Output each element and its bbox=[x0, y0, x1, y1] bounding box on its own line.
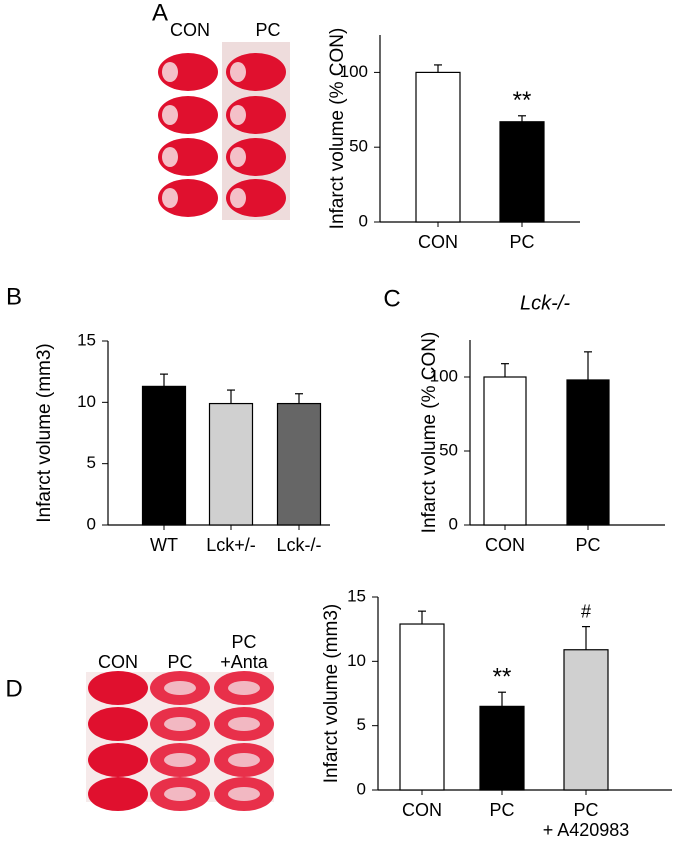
brain-slice bbox=[88, 671, 148, 705]
x-tick-label: WT bbox=[150, 535, 178, 555]
x-tick-label: PC + A420983 bbox=[542, 800, 630, 840]
brain-highlight bbox=[230, 147, 246, 167]
image-label: CON bbox=[98, 652, 138, 672]
brain-slice bbox=[226, 179, 286, 217]
image-label: PC bbox=[167, 652, 193, 672]
panel-letter: C bbox=[383, 285, 400, 312]
brain-highlight bbox=[162, 105, 178, 125]
brain-highlight bbox=[162, 188, 178, 208]
brain-slice bbox=[158, 179, 218, 217]
bar bbox=[483, 376, 527, 526]
y-tick-label: 50 bbox=[349, 137, 368, 156]
y-tick-label: 15 bbox=[347, 586, 366, 605]
brain-slice bbox=[226, 96, 286, 134]
panel-letter: B bbox=[6, 283, 22, 310]
image-label: CON bbox=[170, 20, 210, 40]
brain-highlight bbox=[230, 105, 246, 125]
brain-highlight bbox=[162, 147, 178, 167]
panel-letter: D bbox=[5, 675, 22, 702]
bar bbox=[479, 705, 525, 791]
brain-highlight bbox=[230, 62, 246, 82]
y-tick-label: 100 bbox=[340, 62, 368, 81]
y-tick-label: 0 bbox=[449, 514, 458, 533]
x-tick-label: Lck-/- bbox=[276, 535, 322, 555]
brain-highlight bbox=[228, 787, 260, 801]
brain-highlight bbox=[228, 753, 260, 767]
brain-slice bbox=[88, 777, 148, 811]
x-tick-label: CON bbox=[485, 535, 525, 555]
bar bbox=[276, 402, 322, 526]
brain-highlight bbox=[230, 188, 246, 208]
y-tick-label: 0 bbox=[87, 514, 96, 533]
y-tick-label: 15 bbox=[77, 330, 96, 349]
x-tick-label: PC bbox=[489, 800, 515, 820]
brain-highlight bbox=[164, 753, 196, 767]
brain-slice bbox=[226, 138, 286, 176]
brain-slice bbox=[226, 53, 286, 91]
x-tick-label: Lck+/- bbox=[206, 535, 256, 555]
y-tick-label: 10 bbox=[77, 392, 96, 411]
y-axis-label: Infarct volume (% CON) bbox=[419, 332, 440, 534]
y-axis-label: Infarct volume (mm3) bbox=[321, 604, 342, 783]
bar bbox=[499, 121, 545, 223]
y-tick-label: 100 bbox=[430, 366, 458, 385]
annotation: # bbox=[581, 601, 591, 621]
brain-slice bbox=[158, 138, 218, 176]
y-tick-label: 10 bbox=[347, 651, 366, 670]
bar bbox=[208, 402, 254, 526]
y-tick-label: 5 bbox=[357, 715, 366, 734]
brain-highlight bbox=[228, 717, 260, 731]
x-tick-label: PC bbox=[575, 535, 601, 555]
x-tick-label: PC bbox=[509, 232, 535, 252]
bar bbox=[399, 623, 445, 791]
brain-highlight bbox=[164, 717, 196, 731]
brain-highlight bbox=[228, 681, 260, 695]
x-tick-label: CON bbox=[402, 800, 442, 820]
y-axis-label: Infarct volume (mm3) bbox=[34, 343, 55, 522]
brain-highlight bbox=[164, 681, 196, 695]
image-label: PC bbox=[255, 20, 281, 40]
y-axis-label: Infarct volume (% CON) bbox=[327, 28, 348, 230]
brain-slice bbox=[158, 96, 218, 134]
y-tick-label: 0 bbox=[359, 211, 368, 230]
brain-highlight bbox=[164, 787, 196, 801]
bar bbox=[563, 649, 609, 791]
image-label: PC +Anta bbox=[220, 632, 268, 672]
brain-slice bbox=[88, 707, 148, 741]
annotation: ** bbox=[493, 664, 512, 691]
brain-slice bbox=[158, 53, 218, 91]
annotation: ** bbox=[513, 87, 532, 114]
x-tick-label: CON bbox=[418, 232, 458, 252]
bar bbox=[141, 385, 187, 526]
y-tick-label: 5 bbox=[87, 453, 96, 472]
chart-title: Lck-/- bbox=[520, 292, 570, 314]
y-tick-label: 50 bbox=[439, 440, 458, 459]
bar bbox=[415, 71, 461, 223]
y-tick-label: 0 bbox=[357, 779, 366, 798]
panel-letter: A bbox=[152, 0, 168, 26]
bar bbox=[566, 379, 610, 526]
brain-highlight bbox=[162, 62, 178, 82]
brain-slice bbox=[88, 743, 148, 777]
